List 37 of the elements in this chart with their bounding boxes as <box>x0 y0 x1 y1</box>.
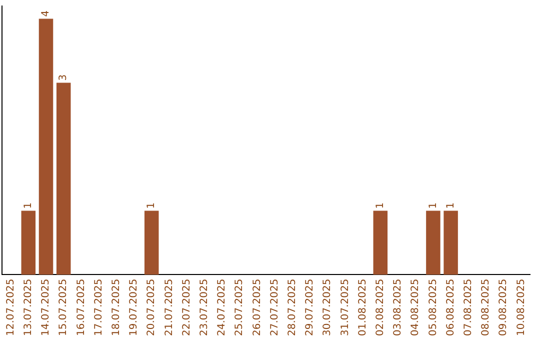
data-label: 1 <box>428 202 439 209</box>
x-tick-label: 14.07.2025 <box>40 278 52 336</box>
data-label: 1 <box>146 202 158 209</box>
x-tick-label: 02.08.2025 <box>374 278 386 336</box>
x-tick-label: 04.08.2025 <box>410 278 422 336</box>
data-label: 1 <box>374 202 386 209</box>
data-label: 1 <box>445 202 456 209</box>
x-tick-label: 24.07.2025 <box>216 278 228 336</box>
x-tick-label: 18.07.2025 <box>110 278 122 336</box>
x-tick-label: 26.07.2025 <box>252 278 263 336</box>
x-tick-label: 17.07.2025 <box>93 278 104 336</box>
data-label: 1 <box>22 202 34 209</box>
data-label: 4 <box>40 10 52 17</box>
x-tick-label: 22.07.2025 <box>181 278 192 336</box>
x-tick-label: 16.07.2025 <box>76 278 87 336</box>
x-tick-label: 19.07.2025 <box>128 278 140 336</box>
x-tick-label: 29.07.2025 <box>304 278 316 336</box>
x-tick-label: 06.08.2025 <box>445 278 456 336</box>
x-tick-label: 05.08.2025 <box>428 278 439 336</box>
x-tick-label: 09.08.2025 <box>498 278 510 336</box>
x-tick-label: 15.07.2025 <box>58 278 70 336</box>
x-tick-label: 28.07.2025 <box>286 278 298 336</box>
x-tick-label: 20.07.2025 <box>146 278 158 336</box>
x-tick-label: 27.07.2025 <box>269 278 280 336</box>
x-tick-label: 07.08.2025 <box>462 278 474 336</box>
x-tick-label: 01.08.2025 <box>357 278 368 336</box>
x-tick-label: 25.07.2025 <box>234 278 246 336</box>
x-tick-label: 30.07.2025 <box>322 278 334 336</box>
x-tick-label: 12.07.2025 <box>5 278 16 336</box>
x-tick-label: 31.07.2025 <box>340 278 351 336</box>
x-tick-label: 03.08.2025 <box>392 278 404 336</box>
x-tick-label: 23.07.2025 <box>198 278 210 336</box>
x-tick-label: 13.07.2025 <box>22 278 34 336</box>
x-tick-label: 08.08.2025 <box>480 278 492 336</box>
x-tick-label: 21.07.2025 <box>164 278 175 336</box>
data-label: 3 <box>58 74 70 81</box>
x-tick-label: 10.08.2025 <box>516 278 527 336</box>
